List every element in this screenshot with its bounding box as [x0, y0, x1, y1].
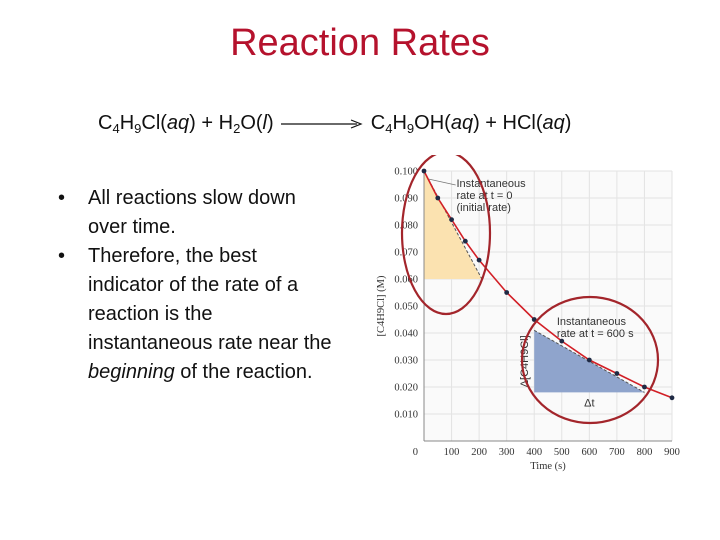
slide-title: Reaction Rates	[230, 22, 490, 64]
x-tick-label: 300	[499, 447, 515, 458]
bullet-list: • All reactions slow down over time. • The…	[58, 184, 336, 387]
bullet-marker: •	[58, 187, 66, 209]
tangent-line	[533, 329, 645, 393]
x-tick-label: 400	[526, 447, 542, 458]
equation-text: )	[564, 112, 572, 134]
bullet-item: • All reactions slow down over time.	[58, 184, 336, 242]
x-axis-label: Time (s)	[530, 461, 566, 472]
x-tick-label: 0	[413, 447, 418, 458]
equation-text: )	[266, 112, 274, 134]
data-point	[669, 395, 675, 401]
data-point	[435, 195, 441, 201]
data-point	[462, 238, 468, 244]
data-point	[642, 384, 647, 390]
later-rate-annotation: Instantaneous	[557, 316, 627, 328]
annotation-leader-line	[428, 178, 456, 186]
y-tick-label: 0.080	[394, 221, 418, 232]
equation-state: aq	[450, 112, 474, 134]
x-tick-label: 800	[637, 447, 653, 458]
y-tick-label: 0.030	[394, 356, 418, 367]
x-tick-label: 200	[471, 447, 487, 458]
initial-rate-annotation: Instantaneous	[457, 178, 527, 190]
equation-state: aq	[542, 112, 565, 134]
y-tick-label: 0.050	[394, 302, 418, 313]
equation-text: Cl(	[141, 112, 167, 134]
equation-subscript: 2	[233, 121, 241, 136]
later-rate-annotation: rate at t = 600 s	[557, 328, 634, 340]
highlight-circle-later	[520, 295, 660, 425]
data-point	[586, 357, 592, 363]
y-tick-label: 0.070	[394, 248, 418, 259]
bullet-text: All reactions slow down over time.	[88, 187, 296, 238]
bullet-item: • Therefore, the best indicator of the ra…	[58, 242, 336, 387]
x-tick-label: 500	[554, 447, 570, 458]
data-point	[421, 168, 427, 174]
equation-subscript: 4	[112, 121, 120, 136]
y-tick-label: 0.010	[394, 410, 418, 421]
concentration-time-chart: 0.010 0.020 0.030 0.040 0.050 0.060 0.070 0.080…	[376, 155, 680, 472]
equation-text: OH(	[414, 112, 451, 134]
equation-text: C	[98, 112, 113, 134]
initial-rate-annotation: (initial rate)	[457, 202, 511, 214]
data-point	[614, 371, 620, 376]
equation-reactants: C4H9Cl(aq) + H2O(l)	[98, 112, 279, 136]
x-tick-label: 700	[609, 447, 625, 458]
equation-text: O(	[240, 112, 263, 134]
equation-subscript: 9	[134, 121, 142, 136]
x-tick-label: 600	[581, 447, 597, 458]
data-point	[449, 217, 454, 222]
delta-time-label: Δt	[584, 397, 594, 409]
highlight-circle-initial	[400, 155, 492, 316]
bullet-emphasis: beginning	[88, 361, 175, 383]
concentration-curve	[423, 170, 673, 399]
equation-subscript: 4	[385, 121, 393, 136]
bullet-marker: •	[58, 245, 66, 267]
later-rate-triangle	[534, 330, 645, 393]
equation-text: C	[370, 112, 386, 134]
y-tick-label: 0.020	[394, 383, 418, 394]
bullet-text: of the reaction.	[174, 361, 313, 383]
data-point	[504, 290, 510, 295]
data-point	[476, 257, 482, 263]
equation-subscript: 9	[406, 121, 415, 136]
equation-state: aq	[166, 112, 190, 134]
equation-text: ) + HCl(	[473, 112, 543, 134]
reaction-equation: C4H9Cl(aq) + H2O(l) C4H9OH(aq) + HCl(aq)	[98, 112, 571, 135]
bullet-text: Therefore, the best indicator of the rat…	[88, 245, 332, 354]
equation-text: ) + H	[189, 112, 234, 134]
equation-text: H	[119, 112, 135, 134]
reaction-arrow-icon	[281, 119, 363, 129]
y-tick-label: 0.040	[394, 329, 418, 340]
y-tick-label: 0.060	[394, 275, 418, 286]
data-point	[559, 338, 565, 344]
equation-text: H	[392, 112, 407, 134]
y-axis-label: [C4H9Cl] (M)	[376, 275, 387, 336]
y-tick-label: 0.100	[394, 167, 418, 178]
x-tick-label: 100	[444, 447, 460, 458]
equation-state: l	[262, 112, 267, 134]
equation-products: C4H9OH(aq) + HCl(aq)	[365, 112, 572, 136]
x-tick-label: 900	[664, 447, 680, 458]
